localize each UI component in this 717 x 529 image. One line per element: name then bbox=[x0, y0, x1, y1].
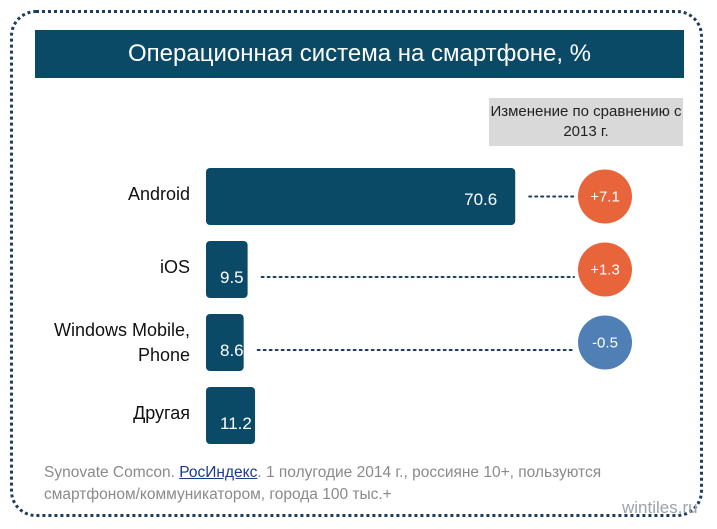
change-header-label: Изменение по сравнению с 2013 г. bbox=[490, 103, 682, 140]
change-bubble-0 bbox=[578, 169, 632, 224]
bar-1 bbox=[206, 241, 248, 298]
change-bubble-1 bbox=[578, 242, 632, 297]
value-label-2: 8.6 bbox=[220, 341, 244, 360]
bar-2 bbox=[206, 314, 244, 371]
source-note: Synovate Comcon. РосИндекс. 1 полугодие … bbox=[44, 462, 644, 506]
change-label-0: +7.1 bbox=[590, 189, 620, 206]
chart-title: Операционная система на смартфоне, % bbox=[35, 30, 684, 78]
category-label-3: Другая bbox=[133, 403, 190, 423]
source-link[interactable]: РосИндекс bbox=[179, 464, 258, 481]
category-label-2: Windows Mobile, Phone bbox=[54, 320, 190, 365]
category-label-1: iOS bbox=[160, 257, 190, 277]
bar-0 bbox=[206, 168, 516, 225]
category-label-0: Android bbox=[128, 184, 190, 204]
watermark: wintiles.ru bbox=[622, 498, 698, 517]
change-label-2: -0.5 bbox=[592, 335, 618, 352]
value-label-3: 11.2 bbox=[220, 414, 252, 433]
change-label-1: +1.3 bbox=[590, 262, 620, 279]
source-suffix: . 1 полугодие 2014 г., россияне 10+, пол… bbox=[44, 464, 602, 503]
value-label-1: 9.5 bbox=[220, 268, 244, 287]
change-bubble-2 bbox=[578, 315, 632, 370]
bar-3 bbox=[206, 387, 256, 444]
value-label-0: 70.6 bbox=[464, 190, 497, 209]
chart-frame bbox=[10, 10, 703, 517]
change-header: Изменение по сравнению с 2013 г. bbox=[489, 98, 683, 146]
source-prefix: Synovate Comcon. bbox=[44, 464, 180, 481]
